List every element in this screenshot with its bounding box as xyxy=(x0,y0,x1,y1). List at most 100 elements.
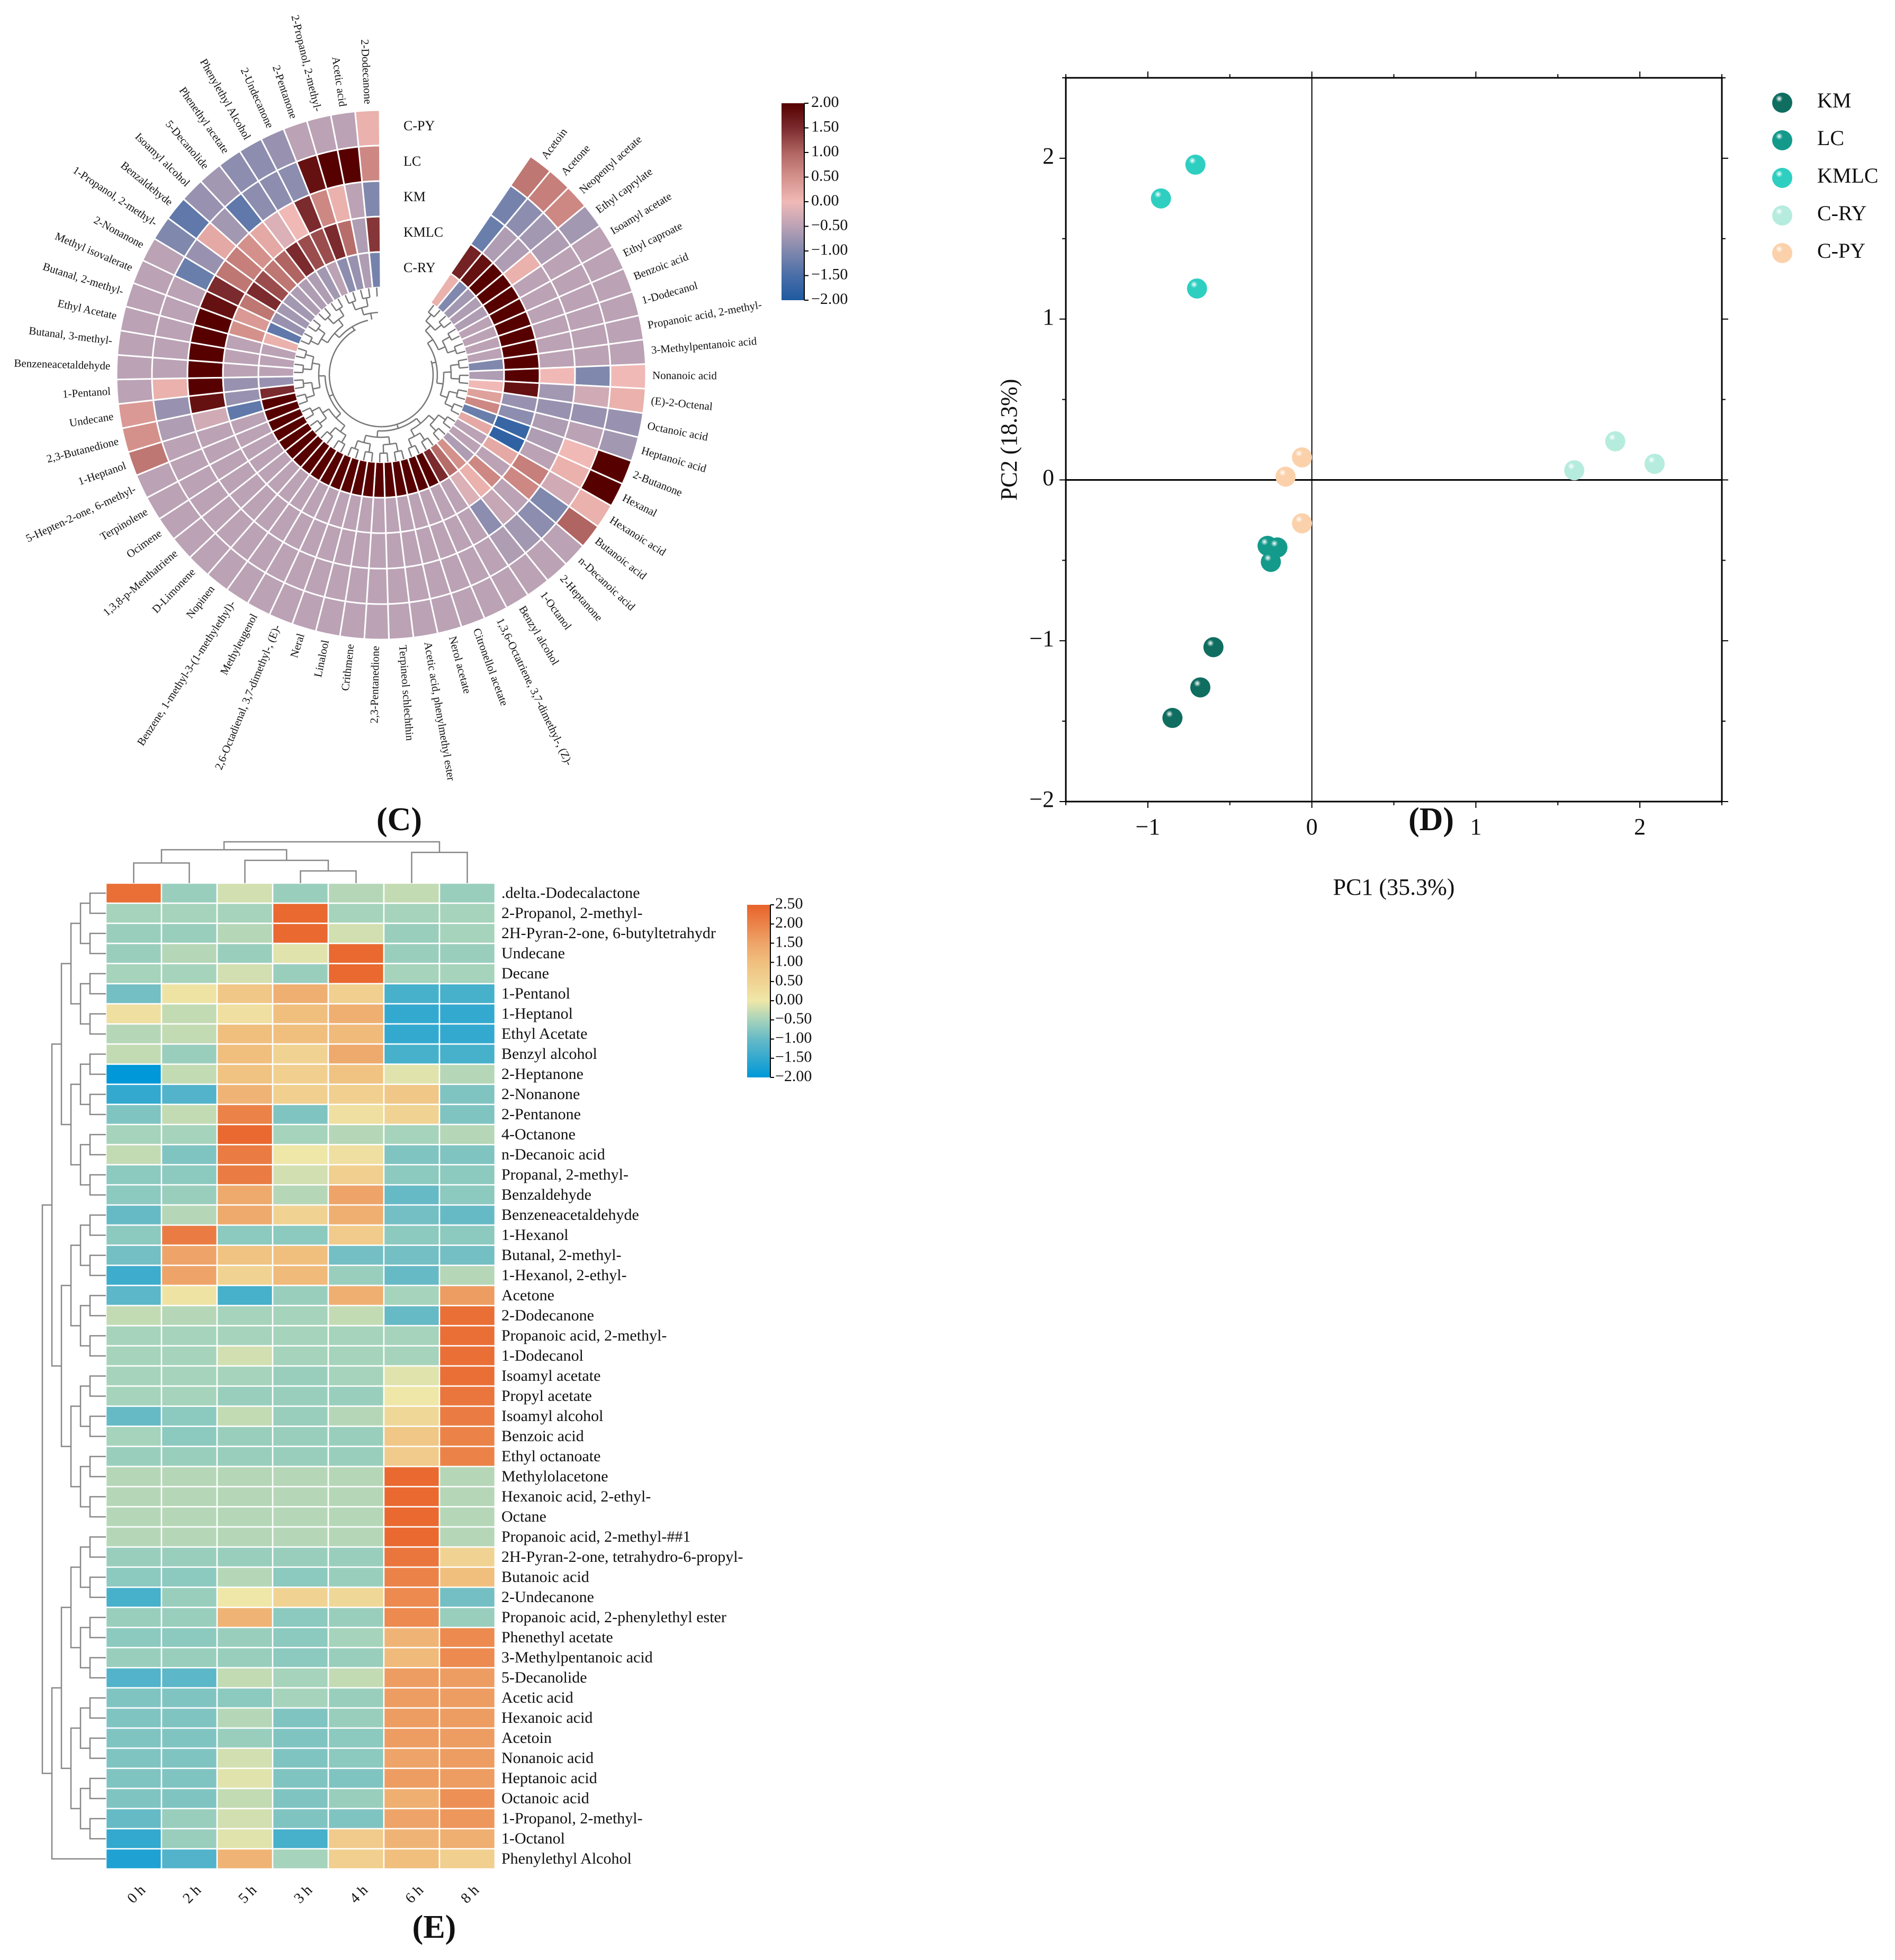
heatmap-cell xyxy=(438,1123,496,1146)
heatmap-cell xyxy=(105,1405,163,1427)
dendrogram-branch xyxy=(438,346,446,350)
dendrogram-branch xyxy=(312,319,321,326)
heatmap-cell xyxy=(383,1566,441,1588)
compound-label: 2-Pentanone xyxy=(270,64,300,120)
heatmap-cell xyxy=(383,1445,441,1468)
dendrogram-branch xyxy=(443,321,452,328)
dendrogram-branch xyxy=(376,430,379,437)
heatmap-cell xyxy=(160,902,218,924)
y-tick-label: 1 xyxy=(1043,304,1054,330)
dendrogram-branch xyxy=(458,389,468,392)
colorbar-tick-label: 1.00 xyxy=(811,142,839,160)
heatmap-cell xyxy=(105,1305,163,1327)
column-label: 3 h xyxy=(291,1882,316,1907)
heatmap-cell xyxy=(216,1365,274,1387)
heatmap-cell xyxy=(272,1144,329,1166)
heatmap-cell xyxy=(216,1707,274,1729)
heatmap-cell xyxy=(160,1144,218,1166)
compound-label: 1-Propanol, 2-methyl- xyxy=(70,164,160,229)
column-label: 5 h xyxy=(235,1882,260,1907)
data-point-km xyxy=(1162,708,1183,729)
heatmap-cell xyxy=(216,1244,274,1266)
dendrogram-branch xyxy=(365,298,369,307)
dendrogram-branch xyxy=(451,335,460,341)
heatmap-cell xyxy=(383,1747,441,1769)
heatmap-cell xyxy=(383,963,441,985)
heatmap-cell xyxy=(160,983,218,1005)
heatmap-cell xyxy=(160,1526,218,1548)
row-label: Benzoic acid xyxy=(501,1427,584,1445)
row-dendrogram-branch xyxy=(89,1697,106,1719)
heatmap-cell xyxy=(160,1345,218,1367)
heatmap-cell xyxy=(160,922,218,945)
heatmap-cell xyxy=(160,1003,218,1025)
dendrogram-branch xyxy=(324,375,342,415)
row-dendrogram-branch xyxy=(89,1013,106,1035)
dendrogram-branch xyxy=(393,452,397,461)
dendrogram-branch xyxy=(443,416,448,424)
heatmap-cell xyxy=(368,251,382,289)
dendrogram-branch xyxy=(296,393,306,398)
compound-label: 1-Pentanol xyxy=(62,385,111,401)
heatmap-cell xyxy=(105,1727,163,1749)
heatmap-cell xyxy=(160,1284,218,1307)
x-axis-label: PC1 (35.3%) xyxy=(1333,874,1455,900)
compound-label: Propanoic acid, 2-methyl- xyxy=(646,298,762,331)
heatmap-cell xyxy=(327,1465,385,1488)
heatmap-cell xyxy=(327,1828,385,1850)
colorbar-tick-label: −0.50 xyxy=(811,216,848,233)
dendrogram-branch xyxy=(334,332,340,338)
row-label: 2-Pentanone xyxy=(501,1105,581,1123)
heatmap-cell xyxy=(160,1848,218,1870)
dendrogram-branch xyxy=(416,418,421,424)
row-dendrogram-branch xyxy=(79,1305,90,1347)
heatmap-cell xyxy=(272,1345,329,1367)
heatmap-cell xyxy=(383,1284,441,1307)
heatmap-cell xyxy=(327,1506,385,1528)
row-dendrogram-branch xyxy=(79,1144,90,1186)
heatmap-cell xyxy=(438,1043,496,1065)
heatmap-cell xyxy=(438,1848,496,1870)
dendrogram-branch xyxy=(320,431,328,439)
dendrogram-branch xyxy=(295,355,305,359)
heatmap-cell xyxy=(327,1586,385,1608)
heatmap-cell xyxy=(609,363,647,390)
dendrogram-branch xyxy=(457,361,460,368)
dendrogram-branch xyxy=(459,366,469,369)
heatmap-cell xyxy=(383,1345,441,1367)
heatmap-cell xyxy=(272,1184,329,1206)
heatmap-cell xyxy=(272,1687,329,1709)
column-dendrogram-branch xyxy=(244,859,329,883)
heatmap-cell xyxy=(160,1405,218,1427)
dendrogram-branch xyxy=(328,329,434,428)
compound-label: 2,3-Butanedione xyxy=(45,435,120,465)
legend-label: KM xyxy=(1817,88,1851,112)
heatmap-cell xyxy=(160,942,218,965)
column-dendrogram-branch xyxy=(300,870,357,883)
row-label: Isoamyl alcohol xyxy=(501,1407,603,1425)
dendrogram-branch xyxy=(338,319,344,326)
heatmap-cell xyxy=(272,1848,329,1870)
heatmap-cell xyxy=(216,1123,274,1146)
heatmap-cell xyxy=(327,942,385,965)
heatmap-cell xyxy=(272,1465,329,1488)
dendrogram-branch xyxy=(444,391,450,404)
dendrogram-branch xyxy=(338,308,345,317)
heatmap-cell xyxy=(160,1083,218,1105)
heatmap-cell xyxy=(327,1747,385,1769)
heatmap-cell xyxy=(383,1848,441,1870)
dendrogram-branch xyxy=(340,444,346,453)
row-dendrogram-branch xyxy=(89,973,106,995)
dendrogram-branch xyxy=(305,354,314,358)
row-label: Methylolacetone xyxy=(501,1468,608,1485)
dendrogram-branch xyxy=(454,343,463,348)
row-label: 4-Octanone xyxy=(501,1126,576,1143)
heatmap-cell xyxy=(160,1546,218,1568)
heatmap-cell xyxy=(216,1747,274,1769)
heatmap-cell xyxy=(216,1063,274,1085)
y-tick-label: −2 xyxy=(1029,786,1054,812)
heatmap-cell xyxy=(327,1787,385,1810)
heatmap-cell xyxy=(272,963,329,985)
heatmap-cell xyxy=(383,983,441,1005)
